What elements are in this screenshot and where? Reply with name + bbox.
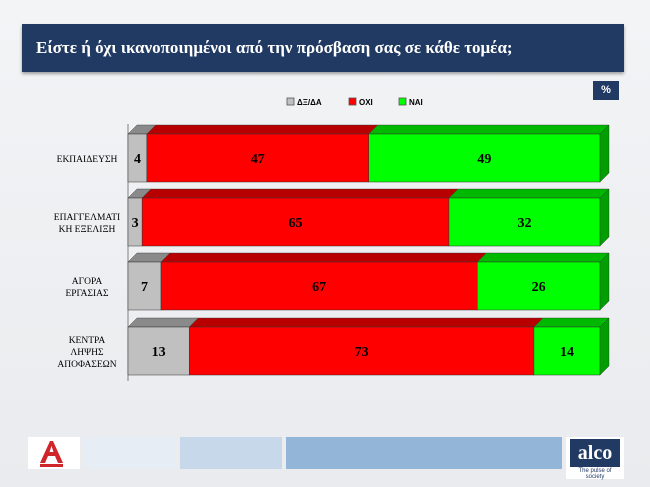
- data-label: 4: [134, 152, 141, 167]
- bar-segment-top: [127, 317, 199, 328]
- bar-segment: [368, 133, 601, 183]
- bar-segment: [127, 326, 190, 376]
- legend-label: ΝΑΙ: [409, 98, 423, 107]
- category-label: ΑΠΟΦΑΣΕΩΝ: [57, 360, 116, 370]
- category-label: ΕΠΑΓΓΕΛΜΑΤΙ: [54, 213, 120, 223]
- bar-segment-top: [146, 124, 379, 135]
- bar-segment: [160, 261, 478, 311]
- bar-segment-top: [160, 252, 487, 263]
- bar-segment-top: [188, 317, 544, 328]
- data-label: 49: [477, 152, 491, 167]
- bar-segment-top: [141, 188, 459, 199]
- category-label: ΚΕΝΤΡΑ: [69, 336, 106, 346]
- legend-label: ΔΞ/ΔΑ: [297, 98, 322, 107]
- title-bar: Είστε ή όχι ικανοποιημένοι από την πρόσβ…: [22, 24, 624, 72]
- partner-logo: [28, 437, 80, 469]
- bar-segment-top: [476, 252, 610, 263]
- legend-swatch: [398, 97, 407, 106]
- data-label: 26: [532, 280, 546, 295]
- bar-segment: [189, 326, 535, 376]
- data-label: 65: [289, 216, 303, 231]
- bar-segment: [141, 197, 450, 247]
- bar-segment: [533, 326, 601, 376]
- footer-strip-1: [84, 437, 176, 469]
- bar-segment-top: [368, 124, 610, 135]
- alco-tagline: The pulse of society: [578, 468, 612, 480]
- legend-swatch: [348, 97, 357, 106]
- category-label: ΕΚΠΑΙΔΕΥΣΗ: [57, 155, 118, 165]
- legend-swatch: [286, 97, 295, 106]
- bar-segment-side: [599, 252, 610, 311]
- bar-segment: [146, 133, 369, 183]
- bar-segment-side: [599, 124, 610, 183]
- data-label: 32: [517, 216, 531, 231]
- data-label: 14: [560, 345, 574, 360]
- data-label: 73: [355, 345, 369, 360]
- bar-segment-side: [599, 188, 610, 247]
- alco-logo-text: alco: [570, 439, 620, 467]
- category-label: ΛΗΨΗΣ: [70, 348, 104, 358]
- bar-segment-side: [599, 317, 610, 376]
- bar-segment: [477, 261, 601, 311]
- page-title: Είστε ή όχι ικανοποιημένοι από την πρόσβ…: [36, 38, 513, 57]
- category-label: ΚΗ ΕΞΕΛΙΞΗ: [59, 225, 116, 235]
- bar-segment-top: [448, 188, 610, 199]
- data-label: 7: [141, 280, 148, 295]
- footer-strip-3: [286, 437, 562, 469]
- category-label: ΑΓΟΡΑ: [72, 277, 103, 287]
- category-label: ΕΡΓΑΣΙΑΣ: [65, 289, 109, 299]
- bar-segment-top: [533, 317, 610, 328]
- data-label: 3: [132, 216, 139, 231]
- legend-label: ΟΧΙ: [359, 98, 373, 107]
- data-label: 67: [312, 280, 326, 295]
- data-label: 13: [152, 345, 166, 360]
- percent-unit-badge: %: [593, 81, 619, 100]
- data-label: 47: [251, 152, 265, 167]
- partner-logo-icon: [40, 441, 63, 467]
- footer-strip-2: [180, 437, 282, 469]
- alco-logo: alco The pulse of society: [566, 437, 624, 480]
